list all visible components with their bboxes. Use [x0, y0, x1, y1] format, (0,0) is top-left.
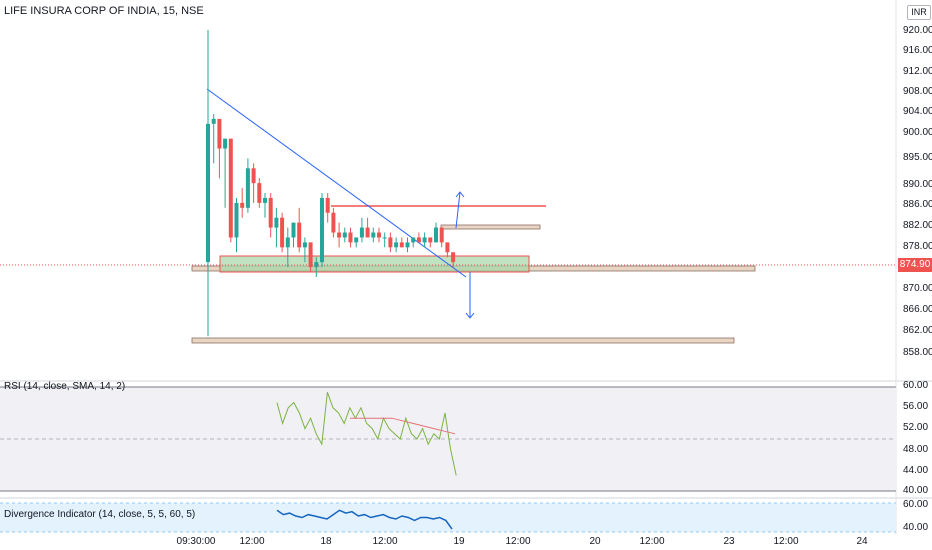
- up-arrow-head: [455, 191, 465, 198]
- candle-body: [314, 262, 319, 268]
- candle-body: [348, 232, 353, 243]
- price-tick-label: 886.00: [903, 199, 932, 210]
- candle-body: [371, 232, 376, 238]
- price-tick-label: 878.00: [903, 241, 932, 252]
- time-tick-label: 18: [320, 536, 332, 547]
- candle-body: [263, 197, 267, 203]
- time-tick-label: 12:00: [372, 536, 398, 547]
- candle-body: [439, 227, 444, 243]
- rsi-line: [276, 392, 457, 476]
- time-tick-label: 12:00: [773, 536, 799, 547]
- candle-body: [325, 197, 330, 213]
- candle-body: [320, 197, 324, 263]
- time-tick-label: 19: [453, 536, 465, 547]
- candle-body: [428, 237, 433, 243]
- time-tick-label: 12:00: [239, 536, 265, 547]
- divergence-line: [276, 509, 453, 530]
- candle-body: [240, 202, 245, 208]
- time-tick-label: 12:00: [505, 536, 531, 547]
- candle-body: [331, 212, 336, 233]
- candle-body: [211, 118, 216, 124]
- candle-body: [245, 168, 250, 208]
- trendline: [206, 88, 467, 278]
- candle-body: [405, 242, 410, 248]
- candle-body: [251, 168, 256, 184]
- rsi-tick-label: 52.00: [903, 422, 929, 433]
- resistance-level-band: [440, 224, 541, 230]
- lower-level-band: [191, 337, 735, 344]
- price-tick-label: 916.00: [903, 45, 932, 56]
- symbol-title[interactable]: LIFE INSURA CORP OF INDIA, 15, NSE: [4, 5, 204, 17]
- price-tick-label: 862.00: [903, 325, 932, 336]
- candle-body: [434, 227, 438, 243]
- candle-body: [337, 232, 342, 238]
- candle-body: [416, 237, 421, 243]
- candle-body: [268, 197, 273, 228]
- divergence-band: [0, 503, 896, 532]
- candle-body: [308, 242, 313, 268]
- price-tick-label: 895.00: [903, 152, 932, 163]
- divergence-tick-label: 40.00: [903, 522, 929, 533]
- time-axis[interactable]: 09:30:00 12:00 18 12:00 19 12:00 20 12:00 23 12:0…: [0, 534, 896, 550]
- rsi-label[interactable]: RSI (14, close, SMA, 14, 2): [4, 381, 126, 392]
- price-tick-label: 882.00: [903, 220, 932, 231]
- divergence-label[interactable]: Divergence Indicator (14, close, 5, 5, 6…: [4, 509, 196, 520]
- candle-body: [394, 242, 399, 248]
- candle-body: [285, 237, 290, 248]
- candle-body: [228, 138, 233, 238]
- rsi-tick-label: 44.00: [903, 465, 929, 476]
- time-tick-label: 20: [589, 536, 601, 547]
- rsi-tick-label: 40.00: [903, 485, 929, 496]
- candle-body: [377, 232, 381, 238]
- candle-body: [223, 138, 228, 149]
- time-tick-label: 24: [856, 536, 868, 547]
- candle-body: [365, 227, 370, 238]
- candle-body: [382, 237, 387, 239]
- price-tick-label: 912.00: [903, 66, 932, 77]
- price-tick-label: 904.00: [903, 106, 932, 117]
- candle-body: [342, 232, 347, 238]
- candle-body: [359, 227, 364, 238]
- candle-body: [451, 252, 456, 263]
- candle-body: [291, 222, 296, 238]
- consolidation-zone: [219, 255, 530, 273]
- candle-body: [206, 123, 210, 263]
- price-tick-label: 920.00: [903, 25, 932, 36]
- time-tick-label: 09:30:00: [176, 536, 216, 547]
- candle-body: [234, 202, 239, 238]
- candle-body: [388, 237, 393, 248]
- time-tick-label: 23: [723, 536, 735, 547]
- candle-body: [274, 217, 279, 228]
- candle-body: [445, 242, 450, 253]
- price-axis[interactable]: 920.00 916.00 912.00 908.00 904.00 900.00 895.…: [903, 0, 932, 550]
- candle-body: [399, 242, 404, 248]
- divergence-tick-label: 60.00: [903, 499, 929, 510]
- candle-body: [411, 237, 416, 243]
- price-tick-label: 908.00: [903, 86, 932, 97]
- candle-body: [302, 242, 307, 248]
- candle-body: [297, 222, 302, 248]
- price-tick-label: 890.00: [903, 179, 932, 190]
- candle-body: [354, 237, 359, 243]
- rsi-tick-label: 56.00: [903, 401, 929, 412]
- price-tick-label: 870.00: [903, 283, 932, 294]
- time-tick-label: 12:00: [639, 536, 665, 547]
- candle-body: [217, 118, 222, 149]
- up-arrow: [455, 191, 461, 229]
- rsi-tick-label: 60.00: [903, 380, 929, 391]
- price-tick-label: 858.00: [903, 347, 932, 358]
- rsi-ma-line: [350, 417, 456, 435]
- candle-body: [257, 183, 262, 203]
- price-tick-label: 900.00: [903, 127, 932, 138]
- candle-body: [280, 217, 285, 248]
- currency-button[interactable]: INR: [907, 5, 931, 20]
- candle-body: [422, 237, 427, 243]
- current-price-label: 874.90: [898, 258, 932, 272]
- rsi-tick-label: 48.00: [903, 444, 929, 455]
- down-arrow-head: [465, 312, 475, 319]
- price-tick-label: 866.00: [903, 304, 932, 315]
